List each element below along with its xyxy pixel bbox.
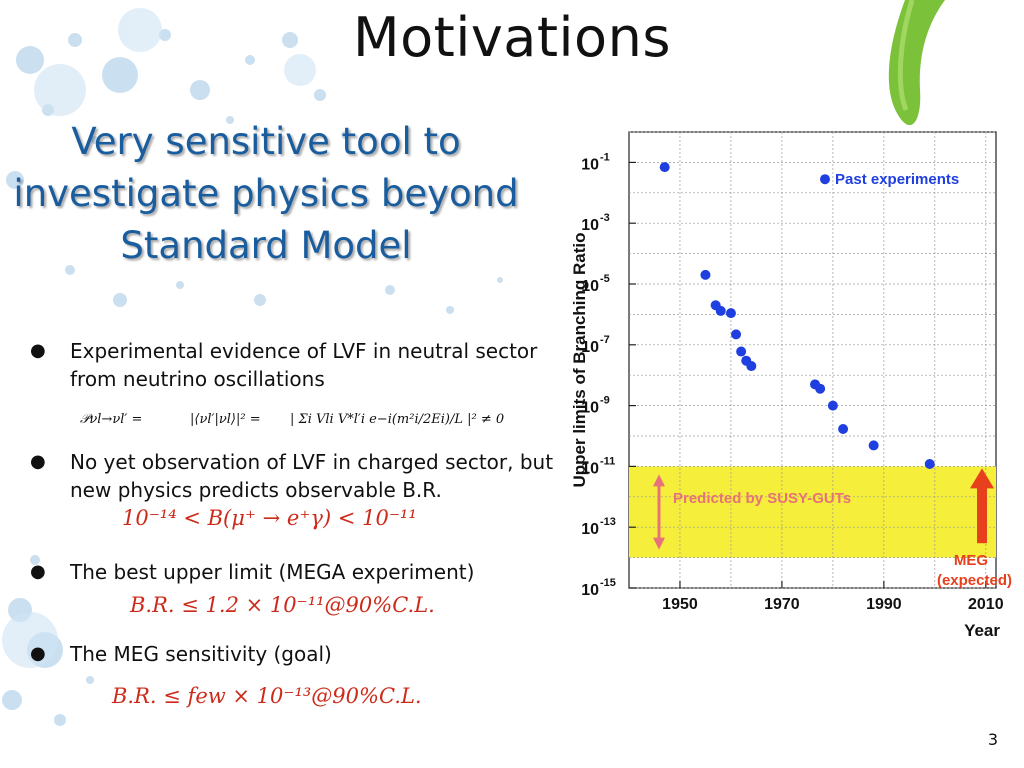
susy-gut-band: [629, 466, 996, 558]
x-axis-label: Year: [964, 621, 1000, 640]
formula-mega-limit: B.R. ≤ 1.2 × 10⁻¹¹@90%C.L.: [130, 593, 435, 617]
bullet-line: Experimental evidence of LVF in neutral …: [70, 339, 538, 363]
page-number: 3: [987, 730, 998, 749]
y-tick-exponent: -3: [600, 212, 610, 224]
y-tick-exponent: -9: [600, 395, 610, 407]
data-point: [736, 346, 747, 357]
subtitle-line: investigate physics beyond: [13, 172, 519, 215]
bullet-dot: ●: [30, 561, 46, 582]
data-point: [868, 440, 879, 451]
bullet-line: The best upper limit (MEGA experiment): [70, 560, 475, 584]
subtitle-line: Very sensitive tool to: [71, 120, 461, 163]
meg-label: MEG: [954, 552, 988, 569]
slide-title: Motivations: [353, 6, 671, 69]
data-point: [731, 329, 742, 340]
bullet-dot: ●: [30, 451, 46, 472]
bullet-line: from neutrino oscillations: [70, 367, 325, 391]
bullet-line: The MEG sensitivity (goal): [70, 642, 332, 666]
legend-label: Past experiments: [835, 171, 959, 188]
formula-oscillation-lhs: 𝒫νl→νl′ =: [80, 412, 143, 427]
y-tick-exponent: -15: [600, 577, 616, 589]
formula-susy-range: 10⁻¹⁴ < B(μ⁺ → e⁺γ) < 10⁻¹¹: [122, 506, 417, 530]
data-point: [725, 308, 736, 319]
y-tick-label: 10: [581, 521, 599, 538]
arrow-head-down: [653, 537, 665, 550]
susy-band-label: Predicted by SUSY-GUTs: [673, 490, 851, 507]
data-point: [924, 458, 935, 469]
formula-oscillation-mid: |⟨νl′|νl⟩|² =: [190, 412, 261, 427]
y-tick-label: 10: [581, 156, 599, 173]
bullet-dot: ●: [30, 643, 46, 664]
data-point: [827, 400, 838, 411]
grid: [629, 131, 996, 589]
data-point: [700, 269, 711, 280]
data-point: [838, 423, 849, 434]
arrow-head-up: [653, 474, 665, 487]
data-points: [659, 162, 935, 469]
y-tick-exponent: -1: [600, 151, 610, 163]
meg-arrow-head: [970, 468, 994, 489]
y-tick-label: 10: [581, 339, 599, 356]
x-tick-label: 2010: [968, 596, 1004, 613]
x-tick-label: 1950: [662, 596, 698, 613]
data-point: [659, 162, 670, 173]
data-point: [746, 361, 757, 372]
bullet-line: new physics predicts observable B.R.: [70, 478, 442, 502]
slide-subtitle: Very sensitive tool to investigate physi…: [6, 116, 526, 272]
meg-label-expected: (expected): [937, 572, 1012, 589]
formula-meg-goal: B.R. ≤ few × 10⁻¹³@90%C.L.: [112, 684, 422, 708]
y-tick-label: 10: [581, 400, 599, 417]
y-axis-label: Upper limits of Branching Ratio: [570, 232, 589, 487]
bullet-line: No yet observation of LVF in charged sec…: [70, 450, 554, 474]
susy-range-arrow: [653, 474, 665, 550]
legend-marker: [820, 174, 830, 185]
x-tick-label: 1970: [764, 596, 800, 613]
y-tick-label: 10: [581, 460, 599, 477]
meg-expected-arrow: [970, 468, 994, 544]
subtitle-line: Standard Model: [120, 224, 412, 267]
bullet-dot: ●: [30, 340, 46, 361]
x-tick-label: 1990: [866, 596, 902, 613]
data-point: [815, 383, 826, 394]
y-tick-exponent: -5: [600, 273, 610, 285]
y-tick-label: 10: [581, 582, 599, 599]
meg-arrow-shaft: [977, 486, 987, 544]
x-axis-ticks: 1950 1970 1990 2010: [662, 581, 1004, 613]
y-tick-exponent: -13: [600, 516, 616, 528]
data-point: [715, 305, 726, 316]
y-tick-exponent: -11: [600, 455, 615, 467]
y-tick-label: 10: [581, 278, 599, 295]
y-tick-exponent: -7: [600, 334, 610, 346]
y-tick-label: 10: [581, 217, 599, 234]
formula-oscillation-rhs: | Σi Vli V*l′i e−i(m²i/2Ei)/L |² ≠ 0: [290, 412, 505, 427]
